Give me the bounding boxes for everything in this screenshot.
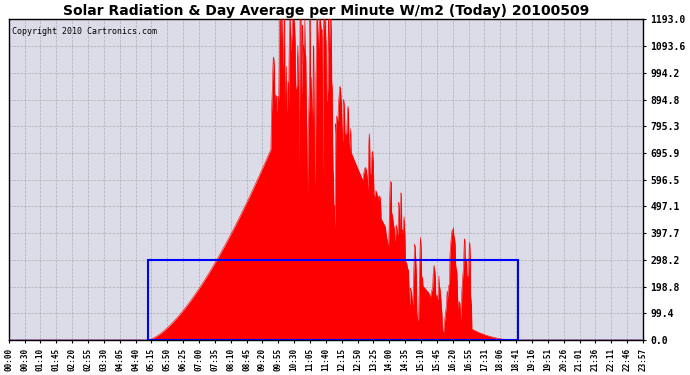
Title: Solar Radiation & Day Average per Minute W/m2 (Today) 20100509: Solar Radiation & Day Average per Minute…	[63, 4, 589, 18]
Bar	[148, 260, 518, 340]
Text: Copyright 2010 Cartronics.com: Copyright 2010 Cartronics.com	[12, 27, 157, 36]
